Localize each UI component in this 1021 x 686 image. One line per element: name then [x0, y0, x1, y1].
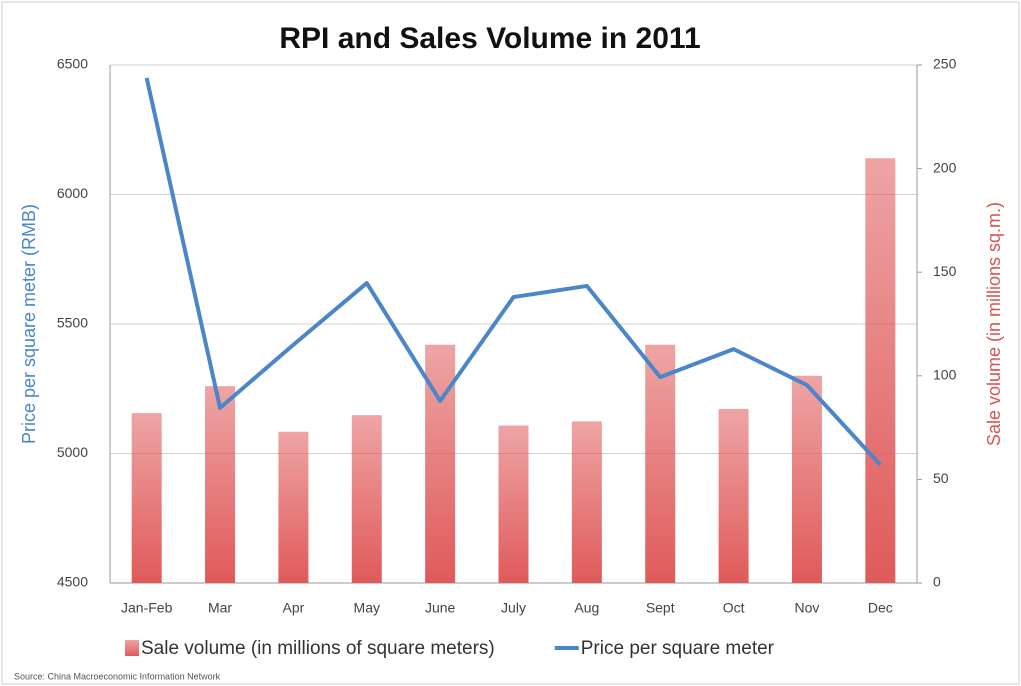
x-tick-label: Mar	[208, 600, 232, 616]
y2-tick-label: 50	[933, 470, 949, 486]
bar	[351, 415, 382, 583]
bar	[571, 421, 602, 583]
x-tick-label: Dec	[868, 600, 893, 616]
x-tick-label: Nov	[795, 600, 820, 616]
y-axis-title: Price per square meter (RMB)	[19, 204, 39, 444]
y-tick-label: 6500	[57, 56, 88, 72]
x-tick-label: Aug	[574, 600, 599, 616]
y-tick-label: 5000	[57, 444, 88, 460]
y2-axis-title: Sale volume (in millions sq.m.)	[984, 202, 1004, 446]
legend-label: Sale volume (in millions of square meter…	[141, 638, 495, 659]
y-tick-label: 6000	[57, 185, 88, 201]
y2-tick-label: 150	[933, 263, 957, 279]
chart-title: RPI and Sales Volume in 2011	[279, 22, 700, 55]
bar	[205, 386, 236, 583]
legend-swatch	[125, 640, 139, 656]
legend-label: Price per square meter	[581, 638, 775, 659]
bar	[718, 408, 749, 583]
y-tick-label: 4500	[57, 574, 88, 590]
y2-tick-label: 100	[933, 367, 957, 383]
x-tick-label: Apr	[283, 600, 305, 616]
bar	[131, 413, 162, 583]
y-tick-label: 5500	[57, 315, 88, 331]
line	[144, 77, 882, 467]
x-tick-label: Oct	[723, 600, 745, 616]
x-tick-label: June	[425, 600, 456, 616]
bar	[498, 425, 529, 583]
bar	[645, 344, 676, 583]
bar	[791, 375, 822, 583]
bar	[865, 158, 896, 584]
x-tick-label: May	[354, 600, 380, 616]
bar	[278, 431, 309, 583]
y2-tick-label: 0	[933, 574, 941, 590]
source-note: Source: China Macroeconomic Information …	[14, 671, 221, 681]
y2-tick-label: 250	[933, 56, 957, 72]
x-tick-label: Jan-Feb	[121, 600, 173, 616]
y2-tick-label: 200	[933, 159, 957, 175]
x-tick-label: Sept	[646, 600, 675, 616]
x-tick-label: July	[501, 600, 526, 616]
